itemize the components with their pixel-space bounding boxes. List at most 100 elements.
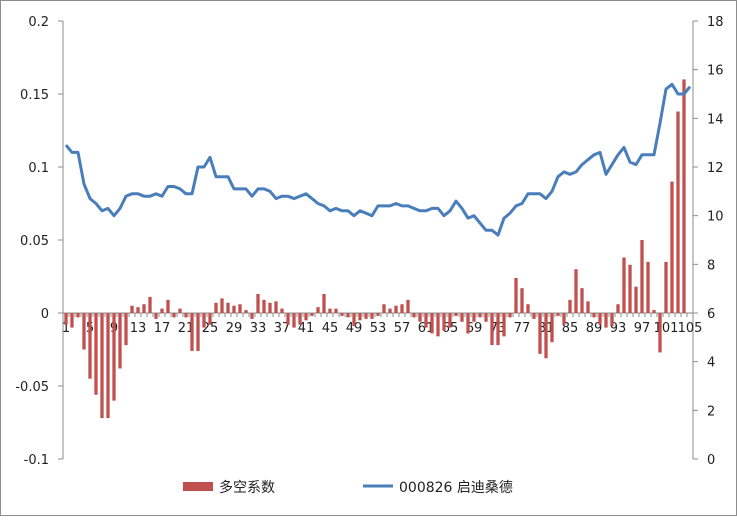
- bar-49: [352, 313, 355, 326]
- bar-64: [442, 313, 445, 331]
- bar-24: [202, 313, 205, 328]
- bar-102: [670, 182, 673, 313]
- bar-34: [262, 300, 265, 313]
- bar-31: [244, 310, 247, 313]
- bar-81: [544, 313, 547, 358]
- bar-57: [400, 304, 403, 313]
- right-tick-label: 14: [707, 112, 724, 127]
- bar-6: [94, 313, 97, 395]
- legend-label-line: 000826 启迪桑德: [399, 480, 513, 496]
- bar-55: [388, 309, 391, 313]
- bar-46: [334, 309, 337, 313]
- bar-58: [406, 300, 409, 313]
- bar-78: [526, 304, 529, 313]
- bar-3: [76, 313, 79, 317]
- right-tick-label: 12: [707, 161, 724, 176]
- bar-73: [496, 313, 499, 345]
- bar-79: [532, 313, 535, 319]
- bar-29: [232, 306, 235, 313]
- bar-22: [190, 313, 193, 351]
- bar-41: [304, 313, 307, 320]
- bar-99: [652, 310, 655, 313]
- left-tick-label: 0.1: [28, 161, 49, 176]
- bar-98: [646, 262, 649, 313]
- bar-88: [586, 301, 589, 313]
- left-tick-label: 0.05: [20, 234, 49, 249]
- bar-94: [622, 258, 625, 313]
- bar-51: [364, 313, 367, 319]
- x-tick-label: 57: [394, 321, 411, 336]
- bar-76: [514, 278, 517, 313]
- bar-84: [562, 313, 565, 325]
- bar-61: [424, 313, 427, 328]
- bar-52: [370, 313, 373, 319]
- bar-105: [688, 313, 691, 314]
- right-tick-label: 10: [707, 210, 724, 225]
- bar-2: [70, 313, 73, 328]
- bar-62: [430, 313, 433, 333]
- bar-83: [556, 313, 559, 316]
- bar-20: [178, 309, 181, 313]
- bar-97: [640, 240, 643, 313]
- bar-96: [634, 287, 637, 313]
- bar-43: [316, 307, 319, 313]
- bar-77: [520, 288, 523, 313]
- bar-66: [454, 313, 457, 316]
- bar-90: [598, 313, 601, 325]
- bar-15: [148, 297, 151, 313]
- legend: 多空系数 000826 启迪桑德: [183, 479, 513, 496]
- right-tick-label: 4: [707, 356, 715, 371]
- bar-27: [220, 298, 223, 313]
- bar-104: [682, 79, 685, 313]
- x-tick-label: 29: [226, 321, 243, 336]
- x-tick-label: 77: [514, 321, 531, 336]
- left-tick-label: -0.1: [24, 453, 49, 468]
- bar-37: [280, 309, 283, 313]
- bar-86: [574, 269, 577, 313]
- axes: -0.1-0.0500.050.10.150.20246810121416181…: [15, 15, 723, 468]
- x-tick-label: 105: [678, 321, 703, 336]
- bar-101: [664, 262, 667, 313]
- bar-14: [142, 304, 145, 313]
- bar-44: [322, 294, 325, 313]
- bar-95: [628, 265, 631, 313]
- bar-47: [340, 313, 343, 316]
- bar-91: [604, 313, 607, 328]
- left-tick-label: 0.2: [28, 15, 49, 30]
- bar-9: [112, 313, 115, 401]
- bar-80: [538, 313, 541, 354]
- bar-13: [136, 307, 139, 313]
- bar-1: [64, 313, 67, 325]
- bar-65: [448, 313, 451, 328]
- bar-39: [292, 313, 295, 328]
- bar-72: [490, 313, 493, 345]
- bar-8: [106, 313, 109, 418]
- x-tick-label: 13: [130, 321, 147, 336]
- bar-63: [436, 313, 439, 336]
- bar-21: [184, 313, 187, 317]
- bar-89: [592, 313, 595, 317]
- bar-30: [238, 304, 241, 313]
- bar-16: [154, 313, 157, 319]
- x-tick-label: 53: [370, 321, 387, 336]
- bar-70: [478, 313, 481, 317]
- bar-38: [286, 313, 289, 325]
- x-tick-label: 45: [322, 321, 339, 336]
- bar-74: [502, 313, 505, 336]
- bar-60: [418, 313, 421, 322]
- legend-swatch-bars: [183, 482, 213, 491]
- right-tick-label: 2: [707, 404, 715, 419]
- bar-33: [256, 294, 259, 313]
- bar-93: [616, 304, 619, 313]
- bar-18: [166, 300, 169, 313]
- x-tick-label: 101: [654, 321, 679, 336]
- bar-5: [88, 313, 91, 379]
- right-tick-label: 6: [707, 307, 715, 322]
- bar-4: [82, 313, 85, 350]
- bar-100: [658, 313, 661, 352]
- bar-53: [376, 313, 379, 316]
- bar-23: [196, 313, 199, 351]
- right-tick-label: 16: [707, 64, 724, 79]
